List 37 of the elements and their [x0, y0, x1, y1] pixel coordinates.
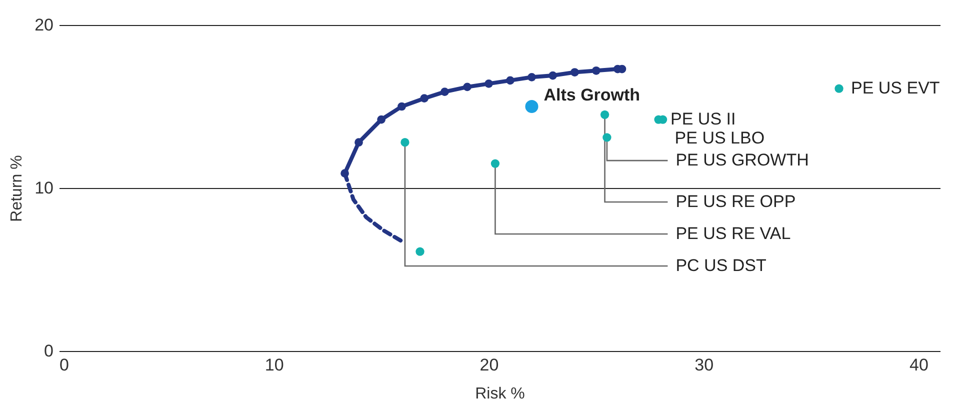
- annotation: PE US LBO: [674, 128, 765, 148]
- y-tick-label: 20: [34, 16, 54, 34]
- point: [440, 88, 449, 96]
- point: [463, 82, 472, 92]
- y-tick-label: 0: [44, 342, 54, 360]
- annotation: PE US GROWTH: [676, 150, 809, 170]
- point: [398, 102, 406, 111]
- annotation: PC US DST: [676, 256, 766, 275]
- point: [600, 110, 610, 119]
- series-label: Alts Growth: [544, 86, 640, 104]
- point: [528, 72, 536, 82]
- annotation: PE US II: [670, 110, 736, 129]
- point: [416, 247, 424, 256]
- x-tick-label: 0: [60, 356, 69, 374]
- point: [377, 115, 386, 124]
- point: [420, 94, 428, 103]
- point: [506, 76, 514, 85]
- point: [602, 133, 612, 142]
- point: [592, 66, 600, 75]
- y-axis-title: Return %: [8, 155, 26, 222]
- point: [484, 80, 493, 88]
- point: [570, 68, 579, 76]
- point: [548, 71, 557, 80]
- point: [490, 159, 500, 168]
- point: [354, 138, 363, 147]
- annotation: PE US RE VAL: [676, 224, 791, 243]
- x-tick-label: 30: [694, 356, 714, 374]
- point: [834, 84, 844, 93]
- x-tick-label: 10: [264, 356, 284, 374]
- x-tick-label: 40: [910, 356, 928, 374]
- point: [400, 138, 410, 147]
- x-tick-label: 20: [480, 356, 499, 374]
- annotation: PE US EVT: [851, 78, 940, 98]
- x-axis-title: Risk %: [475, 386, 525, 402]
- y-tick-label: 10: [34, 178, 54, 198]
- point: [525, 100, 538, 114]
- annotation: PE US RE OPP: [676, 192, 796, 211]
